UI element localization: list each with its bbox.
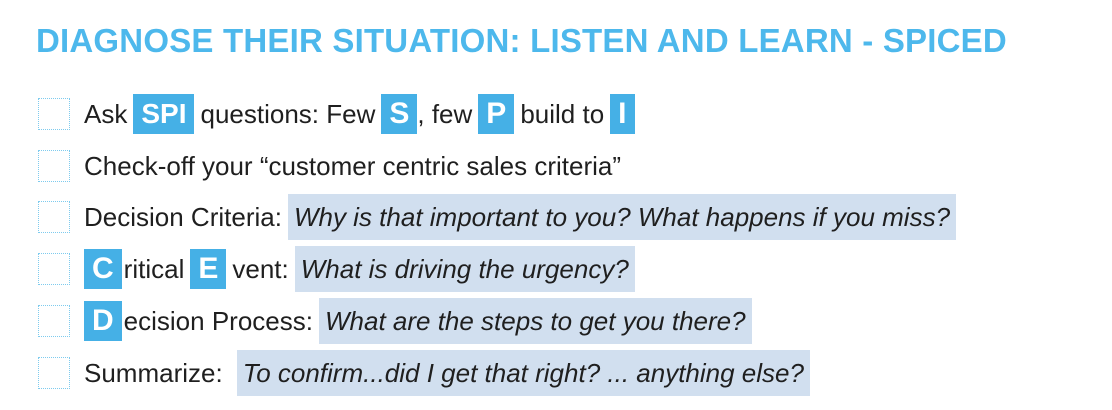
checklist-item-spi: Ask SPI questions: Few S , few P build t… bbox=[38, 90, 641, 138]
badge-spi: SPI bbox=[133, 94, 195, 134]
item-text-ecision: ecision Process: bbox=[123, 305, 313, 336]
checkbox[interactable] bbox=[38, 201, 70, 233]
item-text-few: , few bbox=[417, 98, 473, 129]
badge-c: C bbox=[84, 249, 122, 289]
item-prompt: To confirm...did I get that right? ... a… bbox=[236, 350, 810, 396]
item-label: Summarize: bbox=[84, 357, 223, 388]
page-title: DIAGNOSE THEIR SITUATION: LISTEN AND LEA… bbox=[36, 22, 1007, 59]
checklist-item-summarize: Summarize: To confirm...did I get that r… bbox=[38, 349, 810, 397]
item-prompt: Why is that important to you? What happe… bbox=[287, 194, 957, 240]
checklist-item-decision-criteria: Decision Criteria: Why is that important… bbox=[38, 193, 957, 241]
badge-s: S bbox=[381, 94, 418, 134]
badge-e: E bbox=[190, 249, 227, 289]
item-text-ask: Ask bbox=[84, 98, 128, 129]
checkbox[interactable] bbox=[38, 98, 70, 130]
checkbox[interactable] bbox=[38, 253, 70, 285]
checklist-item-critical-event: C ritical E vent: What is driving the ur… bbox=[38, 245, 635, 293]
checkbox[interactable] bbox=[38, 305, 70, 337]
item-text-build-to: build to bbox=[520, 98, 605, 129]
checkbox[interactable] bbox=[38, 150, 70, 182]
badge-i: I bbox=[610, 94, 635, 134]
item-text-ritical: ritical bbox=[123, 253, 185, 284]
item-label: Decision Criteria: bbox=[84, 201, 282, 232]
checklist-item-decision-process: D ecision Process: What are the steps to… bbox=[38, 297, 752, 345]
item-text: Check-off your “customer centric sales c… bbox=[84, 150, 622, 181]
badge-p: P bbox=[478, 94, 515, 134]
item-prompt: What is driving the urgency? bbox=[294, 246, 635, 292]
checklist-item-criteria: Check-off your “customer centric sales c… bbox=[38, 142, 621, 190]
badge-d: D bbox=[84, 301, 122, 341]
item-text-vent: vent: bbox=[232, 253, 289, 284]
item-prompt: What are the steps to get you there? bbox=[318, 298, 752, 344]
checkbox[interactable] bbox=[38, 357, 70, 389]
item-text-questions: questions: Few bbox=[200, 98, 376, 129]
